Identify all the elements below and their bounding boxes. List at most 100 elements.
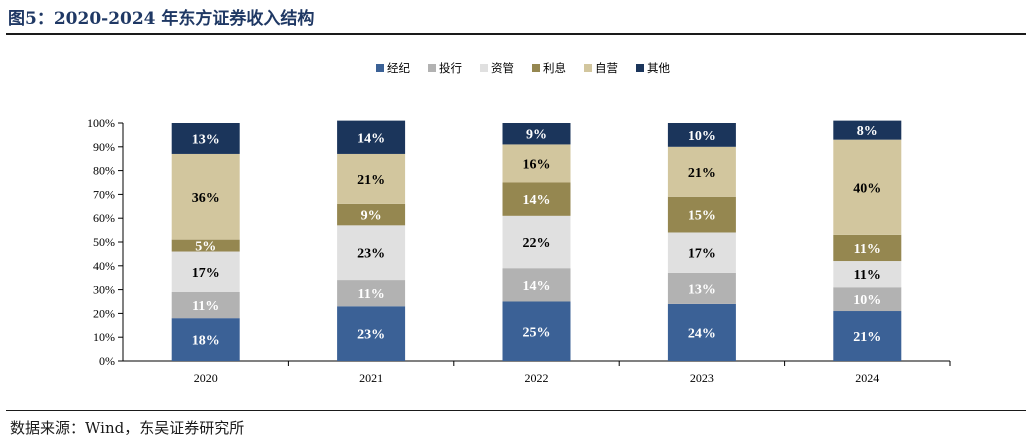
x-tick-label: 2022 — [525, 371, 549, 385]
bar-segment — [171, 153, 240, 240]
legend-label: 资管 — [491, 61, 514, 75]
bar-segment — [502, 182, 571, 216]
bar-segment — [667, 232, 736, 273]
chart-bars: 18% 11% 17% 5% 36% 13% 23% 11% 23% 9% 21% 14% 25% 14%… — [171, 120, 902, 361]
data-label: 21% — [357, 173, 385, 188]
y-tick-label: 90% — [93, 140, 115, 154]
data-label: 15% — [688, 209, 716, 224]
y-tick-label: 20% — [93, 306, 115, 320]
y-tick-label: 0% — [99, 354, 115, 368]
chart-legend: 经纪 投行 资管 利息 自营 其他 — [376, 61, 670, 75]
legend-swatch — [428, 64, 436, 72]
data-label: 11% — [854, 242, 881, 257]
bar-segment — [171, 291, 240, 319]
bar-segment — [171, 318, 240, 361]
bar-segment — [833, 287, 902, 312]
legend-swatch — [584, 64, 592, 72]
data-label: 23% — [357, 247, 385, 262]
bar-segment — [337, 120, 406, 154]
bar-segment — [833, 120, 902, 140]
data-label: 14% — [357, 131, 385, 146]
bar-segment — [833, 311, 902, 361]
legend-swatch — [636, 64, 644, 72]
stacked-bar-chart: 经纪 投行 资管 利息 自营 其他 0% 10% 20% 30% 40% 50% 60% 70% 80% 9… — [87, 61, 951, 385]
data-label: 17% — [192, 266, 220, 281]
data-label: 5% — [195, 240, 216, 255]
x-tick-label: 2023 — [690, 371, 714, 385]
source-divider — [6, 410, 1026, 411]
y-tick-label: 30% — [93, 283, 115, 297]
bar-segment — [833, 139, 902, 235]
y-tick-label: 100% — [87, 116, 115, 130]
data-label: 9% — [361, 209, 382, 224]
bar-segment — [171, 251, 240, 292]
data-label: 14% — [523, 193, 551, 208]
data-label: 8% — [857, 124, 878, 139]
data-label: 11% — [192, 299, 219, 314]
y-tick-label: 80% — [93, 164, 115, 178]
data-label: 21% — [688, 166, 716, 181]
bar-segment — [171, 123, 240, 154]
data-label: 11% — [854, 268, 881, 283]
data-label: 23% — [357, 328, 385, 343]
bar-stack-2024: 21% 10% 11% 11% 40% 8% — [833, 120, 902, 361]
data-label: 10% — [688, 129, 716, 144]
legend-label: 利息 — [543, 61, 566, 75]
data-label: 21% — [853, 330, 881, 345]
x-tick-label: 2024 — [855, 371, 879, 385]
data-label: 22% — [523, 236, 551, 251]
x-tick-label: 2020 — [194, 371, 218, 385]
bar-segment — [337, 153, 406, 204]
chart-axes: 0% 10% 20% 30% 40% 50% 60% 70% 80% 90% 100% — [87, 116, 951, 368]
bar-segment — [502, 144, 571, 183]
data-label: 9% — [526, 128, 547, 143]
y-tick-label: 50% — [93, 235, 115, 249]
data-label: 13% — [192, 132, 220, 147]
data-label: 36% — [192, 191, 220, 206]
data-label: 14% — [523, 279, 551, 294]
legend-label: 其他 — [647, 61, 670, 75]
bar-segment — [337, 203, 406, 226]
legend-swatch — [376, 64, 384, 72]
y-tick-label: 70% — [93, 187, 115, 201]
bar-segment — [337, 225, 406, 281]
data-label: 16% — [523, 157, 551, 172]
bar-segment — [667, 303, 736, 361]
data-label: 11% — [357, 287, 384, 302]
bar-segment — [667, 196, 736, 233]
data-label: 40% — [853, 181, 881, 196]
bar-stack-2021: 23% 11% 23% 9% 21% 14% — [337, 120, 406, 361]
x-tick-label: 2021 — [359, 371, 383, 385]
legend-label: 经纪 — [387, 61, 410, 75]
bar-segment — [337, 280, 406, 307]
y-tick-label: 40% — [93, 259, 115, 273]
bar-segment — [667, 272, 736, 304]
bar-segment — [171, 239, 240, 252]
legend-swatch — [480, 64, 488, 72]
title-divider — [6, 33, 1026, 35]
bar-segment — [502, 268, 571, 302]
bar-segment — [667, 123, 736, 147]
bar-segment — [502, 301, 571, 361]
legend-label: 自营 — [595, 61, 618, 75]
data-label: 10% — [853, 293, 881, 308]
y-tick-label: 10% — [93, 330, 115, 344]
bar-segment — [667, 146, 736, 197]
data-source-note: 数据来源：Wind，东吴证券研究所 — [10, 419, 245, 437]
y-tick-label: 60% — [93, 211, 115, 225]
legend-swatch — [532, 64, 540, 72]
data-label: 25% — [523, 325, 551, 340]
legend-label: 投行 — [439, 61, 462, 75]
figure-title: 图5：2020-2024 年东方证券收入结构 — [8, 9, 315, 29]
data-label: 18% — [192, 334, 220, 349]
bar-segment — [502, 215, 571, 269]
bar-segment — [833, 261, 902, 288]
data-label: 24% — [688, 326, 716, 341]
x-axis-labels: 2020 2021 2022 2023 2024 — [194, 371, 880, 385]
bar-stack-2022: 25% 14% 22% 14% 16% 9% — [502, 123, 571, 361]
bar-segment — [502, 123, 571, 145]
data-label: 13% — [688, 282, 716, 297]
bar-segment — [833, 234, 902, 262]
bar-stack-2020: 18% 11% 17% 5% 36% 13% — [171, 123, 240, 361]
bar-stack-2023: 24% 13% 17% 15% 21% 10% — [667, 123, 736, 361]
